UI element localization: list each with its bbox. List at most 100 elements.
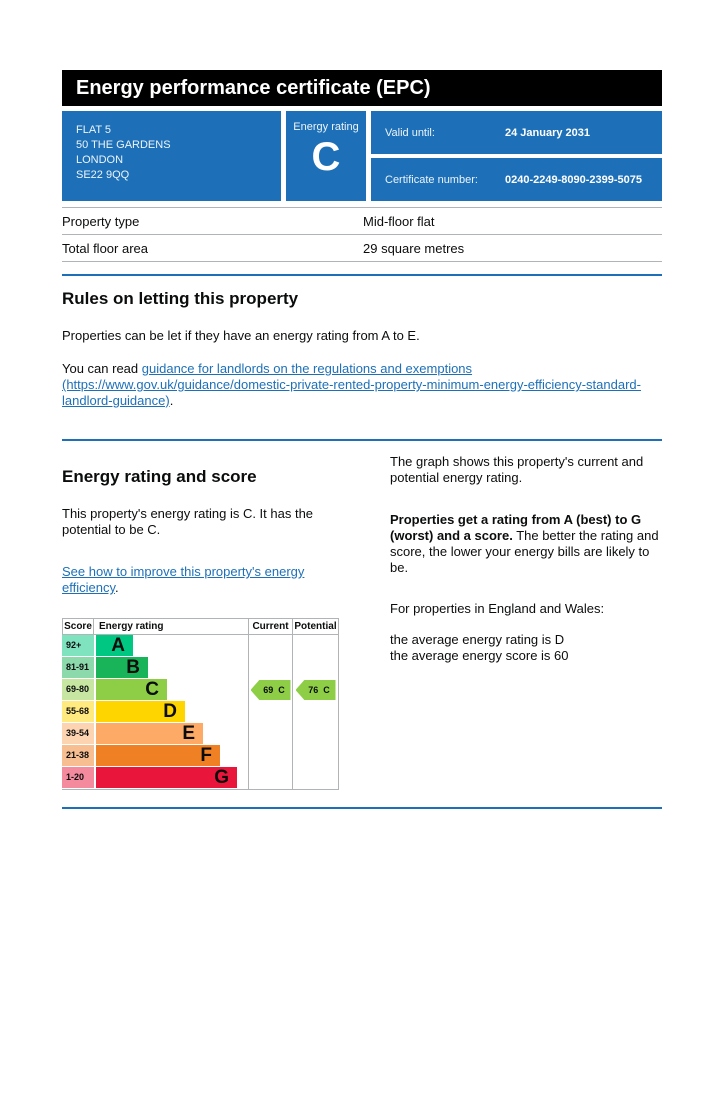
potential-rating-cell	[292, 723, 339, 745]
band-bar-cell: D	[94, 701, 248, 723]
rating-right-column: The graph shows this property's current …	[367, 454, 662, 790]
average-score-line: the average energy score is 60	[390, 648, 569, 663]
current-rating-cell	[248, 701, 292, 723]
improve-paragraph: See how to improve this property's energ…	[62, 564, 340, 596]
band-bar: E	[96, 723, 203, 744]
epc-band-row: 69-80 C 69 C 76 C	[62, 679, 339, 701]
read-prefix: You can read	[62, 361, 142, 376]
epc-chart-rows: 92+ A 81-91 B 69-80 C 69 C 76 C 55-68 D 39-54 E 21-38 F…	[62, 635, 339, 790]
band-bar-cell: F	[94, 745, 248, 767]
address-line: SE22 9QQ	[76, 169, 130, 181]
explain-rest: The better the rating and score, the low…	[390, 528, 659, 575]
band-score-range: 92+	[62, 635, 94, 656]
valid-until-row: Valid until: 24 January 2031	[371, 111, 662, 154]
section-divider	[62, 439, 662, 441]
address-line: 50 THE GARDENS	[76, 139, 171, 151]
explain-paragraph: Properties get a rating from A (best) to…	[390, 512, 662, 576]
certificate-number-value: 0240-2249-8090-2399-5075	[505, 173, 643, 186]
certificate-number-row: Certificate number: 0240-2249-8090-2399-…	[371, 158, 662, 201]
rules-intro: Properties can be let if they have an en…	[62, 328, 420, 343]
certificate-number-label: Certificate number:	[385, 173, 478, 186]
floor-area-value: 29 square metres	[363, 241, 465, 256]
chart-header-score: Score	[62, 619, 94, 634]
average-rating-line: the average energy rating is D	[390, 632, 565, 647]
landlord-guidance-paragraph: You can read guidance for landlords on t…	[62, 361, 662, 409]
section-divider	[62, 274, 662, 276]
table-row: Property type Mid-floor flat	[62, 208, 662, 235]
explain-bold: Properties get a rating from A (best) to…	[390, 512, 642, 543]
current-rating-cell: 69 C	[248, 679, 292, 701]
rating-heading: Energy rating and score	[62, 467, 257, 486]
epc-document: Energy performance certificate (EPC) FLA…	[62, 70, 662, 809]
band-bar-cell: B	[94, 657, 248, 679]
band-bar: G	[96, 767, 237, 788]
band-score-range: 81-91	[62, 657, 94, 678]
current-rating-arrow-score: 69	[263, 685, 274, 695]
potential-rating-arrow-letter: C	[323, 685, 330, 695]
epc-band-row: 55-68 D	[62, 701, 339, 723]
property-type-label: Property type	[62, 214, 140, 229]
band-bar: B	[96, 657, 148, 678]
epc-band-row: 39-54 E	[62, 723, 339, 745]
band-bar-cell: G	[94, 767, 248, 789]
page-title: Energy performance certificate (EPC)	[76, 76, 431, 99]
chart-header-potential: Potential	[292, 619, 339, 634]
chart-header-row: Score Energy rating Current Potential	[62, 618, 339, 635]
band-score-range: 21-38	[62, 745, 94, 766]
graph-intro: The graph shows this property's current …	[390, 454, 644, 485]
potential-rating-cell	[292, 767, 339, 789]
read-suffix: .	[169, 393, 174, 408]
band-bar: C	[96, 679, 167, 700]
energy-rating-letter: C	[311, 135, 341, 179]
energy-rating-label: Energy rating	[293, 121, 359, 133]
band-score-range: 55-68	[62, 701, 94, 722]
document-title-bar: Energy performance certificate (EPC)	[62, 70, 662, 106]
england-wales-line: For properties in England and Wales:	[390, 601, 605, 616]
property-facts-table: Property type Mid-floor flat Total floor…	[62, 207, 662, 262]
current-rating-cell	[248, 657, 292, 679]
floor-area-label: Total floor area	[62, 241, 148, 256]
current-rating-arrow-letter: C	[278, 685, 285, 695]
current-rating-arrow: 69 C	[250, 680, 291, 700]
epc-band-row: 81-91 B	[62, 657, 339, 679]
rules-heading: Rules on letting this property	[62, 289, 299, 308]
rating-left-column: Energy rating and score This property's …	[62, 454, 367, 790]
potential-rating-cell	[292, 745, 339, 767]
band-bar-cell: C	[94, 679, 248, 701]
epc-rating-chart: Score Energy rating Current Potential 92…	[62, 618, 339, 790]
band-bar-cell: E	[94, 723, 248, 745]
table-row: Total floor area 29 square metres	[62, 235, 662, 262]
band-bar: D	[96, 701, 185, 722]
chart-header-current: Current	[248, 619, 292, 634]
improve-suffix: .	[115, 580, 119, 595]
property-type-value: Mid-floor flat	[363, 214, 435, 229]
valid-until-value: 24 January 2031	[505, 126, 591, 139]
potential-rating-cell	[292, 701, 339, 723]
epc-band-row: 1-20 G	[62, 767, 339, 789]
band-bar: F	[96, 745, 220, 766]
current-rating-cell	[248, 767, 292, 789]
landlord-guidance-link[interactable]: guidance for landlords on the regulation…	[62, 361, 641, 408]
section-divider	[62, 807, 662, 809]
rules-section: Rules on letting this property Propertie…	[62, 289, 662, 409]
epc-band-row: 21-38 F	[62, 745, 339, 767]
property-address-box: FLAT 5 50 THE GARDENS LONDON SE22 9QQ	[62, 111, 281, 201]
energy-rating-box: Energy rating C	[286, 111, 366, 201]
current-rating-cell	[248, 723, 292, 745]
band-score-range: 69-80	[62, 679, 94, 700]
current-rating-cell	[248, 635, 292, 657]
potential-rating-cell	[292, 657, 339, 679]
improve-efficiency-link[interactable]: See how to improve this property's energ…	[62, 564, 305, 595]
valid-until-label: Valid until:	[385, 126, 435, 139]
band-score-range: 1-20	[62, 767, 94, 788]
band-score-range: 39-54	[62, 723, 94, 744]
chart-header-rating: Energy rating	[99, 621, 164, 632]
certificate-details: Valid until: 24 January 2031 Certificate…	[371, 111, 662, 201]
potential-rating-cell: 76 C	[292, 679, 339, 701]
current-rating-cell	[248, 745, 292, 767]
energy-rating-section: Energy rating and score This property's …	[62, 454, 662, 790]
potential-rating-arrow-score: 76	[308, 685, 319, 695]
band-bar: A	[96, 635, 133, 656]
potential-rating-arrow: 76 C	[295, 680, 336, 700]
